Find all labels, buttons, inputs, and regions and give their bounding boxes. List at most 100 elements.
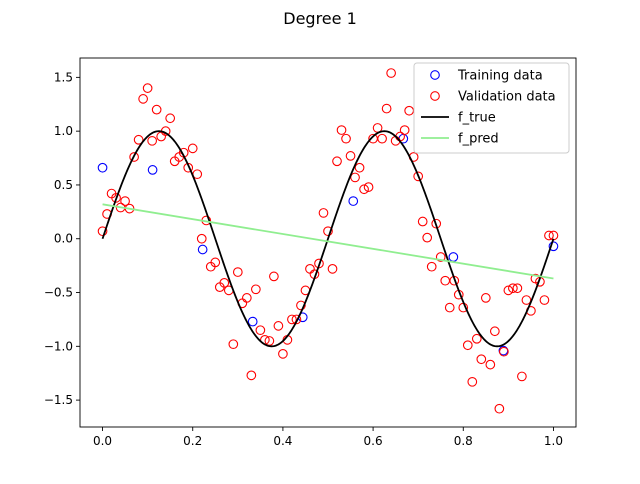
validation-data-point	[210, 257, 221, 268]
legend-box	[413, 62, 570, 154]
legend-label-f-true: f_true	[458, 111, 496, 126]
validation-data-point	[381, 103, 392, 114]
validation-data-point	[232, 267, 243, 277]
validation-data-point	[417, 216, 428, 227]
validation-data-point	[196, 233, 207, 244]
validation-data-point	[363, 182, 374, 192]
validation-data-point	[228, 339, 239, 350]
y-tick-label: −1.5	[44, 393, 73, 407]
y-tick-label: 0.5	[54, 178, 73, 192]
legend-label-training-data: Training data	[457, 69, 543, 84]
validation-data-point	[399, 125, 410, 135]
validation-data-point	[287, 314, 297, 325]
validation-data-point	[435, 252, 446, 262]
validation-data-point	[426, 261, 437, 272]
validation-data-point	[336, 125, 347, 135]
validation-data-point	[165, 113, 176, 124]
validation-data-point	[138, 94, 148, 104]
validation-data-point	[187, 143, 198, 154]
validation-data-point	[273, 321, 284, 331]
plot-area	[97, 68, 559, 414]
x-tick-label: 1.0	[544, 434, 563, 448]
legend-marker-validation-data	[430, 91, 440, 101]
training-data-point	[548, 241, 559, 252]
training-data-point	[147, 165, 158, 175]
validation-data-point	[296, 300, 306, 311]
validation-data-point	[359, 184, 369, 195]
validation-data-point	[241, 293, 252, 303]
validation-data-point	[480, 293, 491, 303]
validation-data-point	[544, 230, 554, 241]
validation-data-point	[151, 104, 162, 115]
validation-data-point	[133, 134, 144, 145]
validation-data-point	[323, 226, 333, 237]
validation-data-point	[354, 162, 365, 173]
validation-data-point	[377, 133, 387, 144]
y-tick-label: −1.0	[44, 339, 73, 353]
validation-data-point	[345, 151, 356, 161]
validation-data-point	[471, 333, 482, 344]
validation-data-point	[440, 275, 451, 286]
validation-data-point	[517, 371, 527, 382]
validation-data-point	[147, 135, 157, 146]
training-data-point	[247, 316, 258, 327]
validation-data-point	[386, 68, 396, 78]
validation-data-point	[246, 370, 257, 381]
validation-data-point	[413, 171, 424, 182]
validation-data-point	[508, 283, 518, 294]
validation-data-point	[129, 152, 139, 162]
x-tick-label: 0.6	[364, 434, 383, 448]
validation-data-point	[512, 283, 523, 294]
validation-data-point	[489, 326, 500, 337]
validation-data-point	[97, 226, 108, 237]
validation-data-point	[503, 285, 514, 296]
chart-title: Degree 1	[283, 9, 357, 28]
validation-data-point	[404, 105, 415, 116]
validation-data-point	[341, 133, 351, 144]
validation-data-point	[156, 131, 167, 142]
validation-data-point	[255, 325, 266, 336]
x-tick-label: 0.2	[183, 434, 202, 448]
y-tick-label: 1.0	[54, 124, 73, 138]
axes: 0.0 0.2 0.4 0.6 0.8 1.0 −1.5 −1.0 −0.5 0.0 0.5 1.0 1…	[44, 57, 577, 448]
training-data-point	[97, 162, 108, 173]
validation-data-point	[327, 264, 338, 274]
x-tick-label: 0.0	[93, 434, 112, 448]
validation-data-point	[318, 208, 329, 218]
validation-data-point	[332, 156, 342, 167]
validation-data-point	[499, 346, 509, 357]
x-tick-label: 0.4	[273, 434, 292, 448]
validation-data-point	[485, 359, 496, 370]
validation-data-point	[305, 264, 315, 274]
f-pred-line	[102, 203, 554, 280]
validation-data-point	[111, 193, 121, 203]
validation-data-point	[467, 376, 478, 387]
validation-data-point	[269, 271, 279, 282]
validation-data-point	[142, 83, 153, 93]
training-data-point	[197, 244, 208, 255]
f-true-line	[101, 130, 555, 348]
legend-marker-training-data	[430, 70, 440, 80]
validation-data-point	[422, 232, 433, 243]
validation-data-point	[291, 314, 302, 325]
validation-data-point	[462, 340, 473, 351]
y-tick-label: −0.5	[44, 286, 73, 300]
training-data-point	[348, 196, 359, 206]
validation-data-point	[494, 403, 505, 414]
axes-frame	[79, 57, 577, 428]
y-tick-label: 1.5	[54, 70, 73, 84]
x-tick-label: 0.8	[454, 434, 473, 448]
legend-label-validation-data: Validation data	[458, 90, 556, 105]
validation-data-point	[278, 348, 288, 359]
validation-data-point	[219, 277, 230, 288]
y-tick-label: 0.0	[54, 232, 73, 246]
validation-data-point	[539, 295, 550, 305]
validation-data-point	[521, 295, 532, 305]
validation-data-point	[476, 354, 487, 365]
validation-data-point	[251, 284, 261, 295]
legend-label-f-pred: f_pred	[458, 132, 499, 147]
training-data-point	[448, 252, 459, 262]
validation-data-point	[120, 196, 130, 206]
